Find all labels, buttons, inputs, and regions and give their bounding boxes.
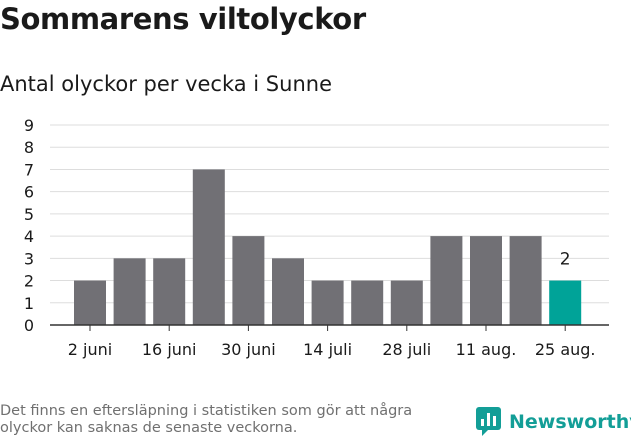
newsworthy-logo-icon [476, 407, 501, 436]
data-label: 2 [560, 250, 571, 270]
y-tick-label: 0 [24, 316, 34, 335]
y-tick-label: 7 [24, 160, 34, 179]
x-tick-label: 11 aug. [456, 340, 517, 359]
bar [272, 258, 304, 325]
x-tick-label: 14 juli [303, 340, 352, 359]
y-tick-label: 4 [24, 227, 34, 246]
chart-title: Sommarens viltolyckor [0, 2, 366, 36]
bar [549, 280, 582, 325]
x-tick-label: 2 juni [68, 340, 112, 359]
x-tick-label: 28 juli [382, 340, 431, 359]
bar [390, 280, 423, 325]
y-tick-label: 9 [24, 116, 34, 135]
x-tick-label: 25 aug. [535, 340, 596, 359]
y-tick-label: 6 [24, 183, 34, 202]
bar [232, 236, 265, 325]
bar [430, 236, 463, 325]
y-tick-label: 5 [24, 205, 34, 224]
bar [113, 258, 146, 325]
chart-subtitle: Antal olyckor per vecka i Sunne [0, 72, 332, 96]
bar [311, 280, 344, 325]
bar [509, 236, 542, 325]
x-tick-label: 16 juni [142, 340, 197, 359]
bar [74, 280, 106, 325]
bar [351, 280, 384, 325]
footnote: Det finns en eftersläpning i statistiken… [0, 403, 413, 436]
y-tick-label: 3 [24, 249, 34, 268]
bar [153, 258, 186, 325]
brand: Newsworthy [476, 407, 631, 436]
bar [192, 169, 225, 325]
y-tick-label: 1 [24, 294, 34, 313]
brand-name: Newsworthy [509, 410, 631, 433]
y-tick-label: 2 [24, 272, 34, 291]
y-tick-label: 8 [24, 138, 34, 157]
x-tick-label: 30 juni [221, 340, 276, 359]
bar-chart: 0 1 2 3 4 5 6 7 8 9 2 2 juni 16 juni 30 juni 14 juli 28… [24, 116, 609, 359]
bar [470, 236, 502, 325]
